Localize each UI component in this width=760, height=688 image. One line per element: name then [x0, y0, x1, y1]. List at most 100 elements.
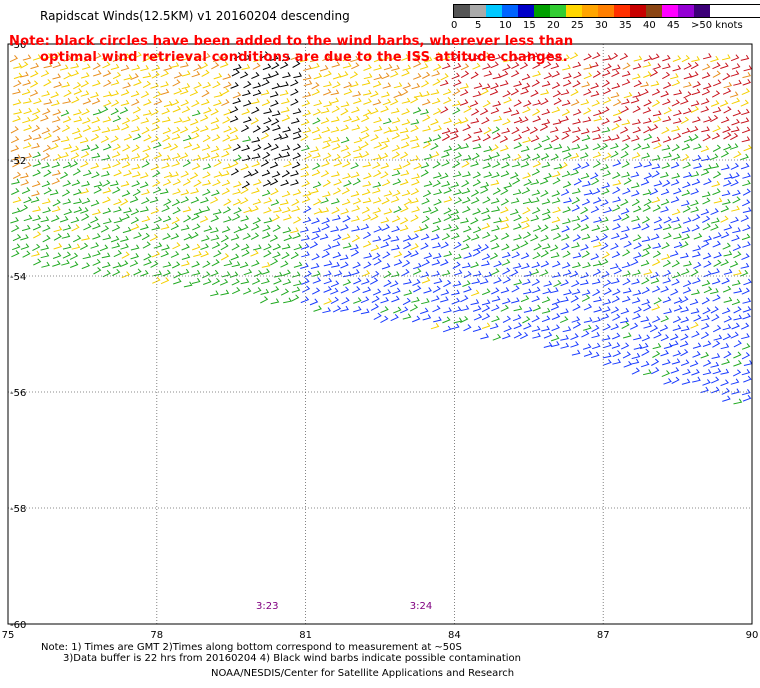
wind-barb: [631, 135, 640, 142]
wind-barb: [302, 74, 312, 81]
wind-barb: [432, 242, 441, 249]
wind-barb: [122, 144, 131, 152]
wind-barb: [543, 143, 553, 150]
wind-barb: [142, 109, 152, 116]
wind-barb: [143, 99, 152, 106]
wind-barb: [162, 233, 171, 240]
wind-barb: [19, 204, 29, 212]
wind-barb: [260, 159, 270, 167]
wind-barb: [90, 144, 100, 151]
wind-barb: [570, 88, 579, 97]
wind-barb: [743, 65, 753, 72]
wind-barb: [333, 178, 342, 186]
wind-barb: [482, 288, 491, 296]
wind-barb: [413, 267, 422, 275]
wind-barb: [532, 207, 541, 215]
wind-barb: [193, 64, 202, 72]
wind-barb: [373, 225, 383, 233]
wind-barb: [553, 279, 562, 288]
wind-barb: [101, 154, 111, 161]
wind-barb: [740, 322, 750, 330]
wind-barb: [513, 80, 523, 87]
wind-barb: [221, 150, 230, 158]
wind-barb: [422, 314, 432, 321]
wind-barb: [721, 277, 730, 285]
wind-barb: [202, 260, 211, 268]
wind-barb: [191, 70, 201, 78]
wind-barb: [730, 70, 740, 77]
wind-barb: [673, 223, 682, 230]
wind-barb: [731, 234, 740, 242]
wind-barb: [502, 90, 511, 98]
wind-barb: [610, 150, 619, 158]
wind-barb: [330, 226, 340, 233]
wind-barb: [730, 216, 739, 224]
wind-barb: [161, 162, 170, 169]
wind-barb: [552, 90, 562, 98]
wind-barb: [483, 271, 492, 278]
wind-barb: [601, 106, 610, 114]
wind-barb: [69, 160, 79, 168]
wind-barb: [542, 288, 552, 295]
wind-barb: [680, 116, 690, 125]
wind-barb: [303, 205, 312, 213]
wind-barb: [500, 206, 509, 214]
wind-barb: [692, 251, 701, 258]
wind-barb: [520, 88, 529, 95]
wind-barb: [301, 278, 310, 285]
wind-barb: [700, 351, 710, 359]
wind-barb: [541, 198, 551, 205]
wind-barb: [460, 305, 470, 312]
wind-barb: [161, 107, 171, 115]
wind-barb: [571, 99, 580, 106]
wind-barb: [261, 169, 271, 177]
wind-barb: [413, 226, 423, 233]
wind-barb: [23, 107, 33, 115]
wind-barb: [592, 143, 601, 151]
wind-barb: [490, 144, 499, 152]
wind-barb: [443, 97, 452, 105]
wind-barb: [702, 223, 711, 231]
wind-barb: [372, 236, 382, 242]
wind-barb: [162, 269, 171, 277]
wind-barb: [443, 307, 452, 314]
wind-barb: [372, 181, 382, 188]
wind-barb: [20, 61, 29, 69]
wind-barb: [82, 117, 91, 124]
wind-barb: [362, 286, 372, 294]
wind-barb: [301, 251, 310, 258]
wind-barb: [403, 278, 412, 285]
wind-barb: [603, 359, 612, 366]
wind-barb: [723, 296, 733, 303]
wind-barb: [460, 117, 469, 124]
wind-barb: [180, 268, 190, 276]
wind-barb: [51, 161, 61, 168]
wind-barb: [232, 91, 242, 99]
wind-barb: [339, 71, 349, 78]
wind-barb: [551, 81, 561, 89]
wind-barb: [281, 251, 290, 260]
wind-barb: [40, 70, 50, 78]
wind-barb: [563, 72, 572, 80]
wind-barb: [440, 106, 449, 114]
wind-barb: [443, 279, 452, 288]
wind-barb: [22, 117, 31, 124]
wind-barb: [20, 243, 30, 250]
wind-barb: [571, 197, 581, 205]
wind-barb: [391, 144, 401, 152]
wind-barb: [302, 216, 312, 224]
wind-barb: [633, 334, 642, 341]
wind-barb: [90, 133, 100, 141]
wind-barb: [740, 153, 749, 161]
wind-barb: [321, 250, 330, 258]
wind-barb: [692, 81, 701, 88]
wind-barb: [540, 153, 550, 160]
wind-barb: [572, 223, 582, 231]
wind-barb: [151, 71, 160, 79]
wind-barb: [472, 249, 481, 257]
wind-barb: [489, 88, 499, 96]
wind-barb: [373, 258, 382, 266]
wind-barb: [510, 88, 520, 96]
wind-barb: [223, 144, 232, 151]
wind-barb: [623, 92, 633, 99]
